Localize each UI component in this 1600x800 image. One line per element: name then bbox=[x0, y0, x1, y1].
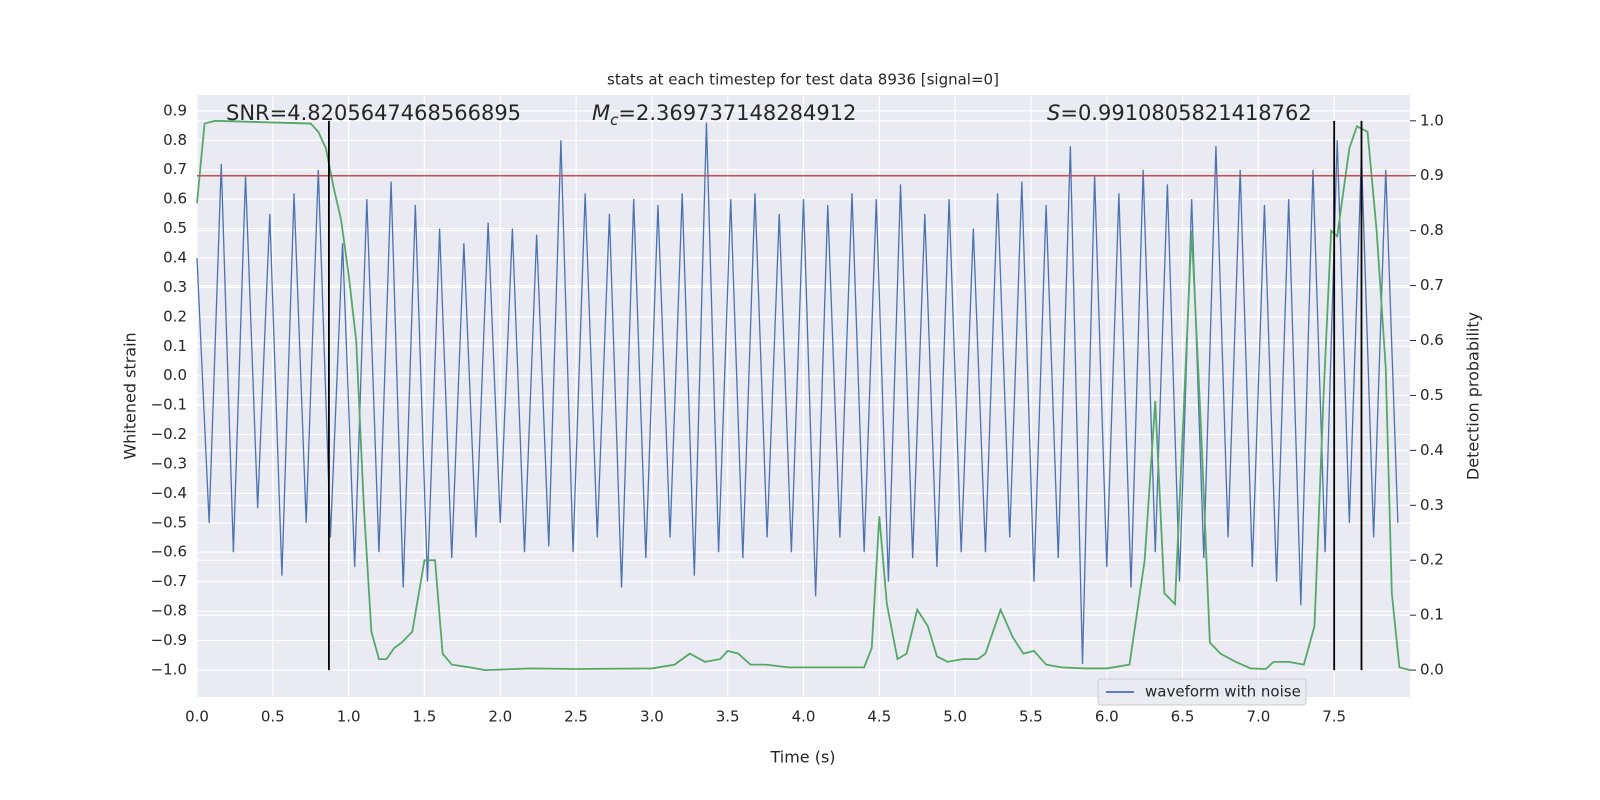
x-tick-label: 4.0 bbox=[792, 708, 816, 726]
y2-tick-label: 0.5 bbox=[1420, 386, 1444, 404]
x-tick-label: 2.0 bbox=[488, 708, 512, 726]
y2-tick-label: 0.4 bbox=[1420, 441, 1444, 459]
y2-tick-label: 0.9 bbox=[1420, 166, 1444, 184]
axes: 0.0 0.5 1.0 1.5 2.0 2.5 3.0 3.5 4.0 4.5 5.0 5.5 6.0 6… bbox=[151, 101, 1444, 726]
y2-tick-label: 0.3 bbox=[1420, 496, 1444, 514]
y-tick-label: 0.3 bbox=[163, 278, 187, 296]
x-tick-label: 7.0 bbox=[1246, 708, 1270, 726]
y2-tick-label: 0.0 bbox=[1420, 661, 1444, 679]
y-tick-label: −0.9 bbox=[151, 631, 187, 649]
y-axis-label: Whitened strain bbox=[121, 332, 140, 459]
y-tick-label: −0.1 bbox=[151, 396, 187, 414]
y-tick-label: −0.7 bbox=[151, 572, 187, 590]
y-tick-label: −0.4 bbox=[151, 484, 187, 502]
annotation-subscript: c bbox=[610, 111, 619, 129]
y2-tick-label: 0.2 bbox=[1420, 551, 1444, 569]
y-tick-label: 0.9 bbox=[163, 101, 187, 119]
y-tick-label: 0.5 bbox=[163, 219, 187, 237]
x-tick-label: 6.0 bbox=[1095, 708, 1119, 726]
x-tick-label: 2.5 bbox=[564, 708, 588, 726]
y-tick-label: −0.6 bbox=[151, 543, 187, 561]
x-tick-label: 3.5 bbox=[716, 708, 740, 726]
y2-tick-label: 1.0 bbox=[1420, 111, 1444, 129]
annotation-text: =2.369737148284912 bbox=[618, 101, 856, 125]
chart-title: stats at each timestep for test data 893… bbox=[607, 71, 999, 89]
annotation-text: =0.9910805821418762 bbox=[1060, 101, 1311, 125]
x-tick-label: 0.0 bbox=[185, 708, 209, 726]
x-tick-label: 4.5 bbox=[867, 708, 891, 726]
annotation: Mc=2.369737148284912 bbox=[592, 101, 856, 129]
x-tick-label: 1.5 bbox=[413, 708, 437, 726]
series-line bbox=[196, 119, 1411, 671]
y2-tick-label: 0.6 bbox=[1420, 331, 1444, 349]
y-tick-label: −0.3 bbox=[151, 454, 187, 472]
annotation: SNR=4.8205647468566895 bbox=[226, 101, 521, 125]
annotation-text: SNR=4.8205647468566895 bbox=[226, 101, 521, 125]
y-tick-label: −0.5 bbox=[151, 513, 187, 531]
annotation-symbol: M bbox=[592, 101, 610, 125]
x-tick-label: 7.5 bbox=[1322, 708, 1346, 726]
x-tick-label: 3.0 bbox=[640, 708, 664, 726]
y-tick-label: 0.1 bbox=[163, 337, 187, 355]
y2-axis-label: Detection probability bbox=[1464, 312, 1483, 480]
x-tick-label: 5.5 bbox=[1019, 708, 1043, 726]
x-tick-label: 6.5 bbox=[1171, 708, 1195, 726]
marks bbox=[196, 119, 1411, 671]
x-tick-label: 0.5 bbox=[261, 708, 285, 726]
y-tick-label: −0.2 bbox=[151, 425, 187, 443]
y-tick-label: −1.0 bbox=[151, 660, 187, 678]
y-tick-label: 0.2 bbox=[163, 307, 187, 325]
y2-tick-label: 0.1 bbox=[1420, 606, 1444, 624]
y-tick-label: 0.6 bbox=[163, 190, 187, 208]
annotation-symbol: S bbox=[1047, 101, 1060, 125]
legend-label: waveform with noise bbox=[1145, 683, 1301, 701]
y-tick-label: −0.8 bbox=[151, 602, 187, 620]
y-tick-label: 0.8 bbox=[163, 131, 187, 149]
annotation: S=0.9910805821418762 bbox=[1047, 101, 1312, 125]
x-axis-label: Time (s) bbox=[769, 748, 835, 767]
y-tick-label: 0.4 bbox=[163, 249, 187, 267]
x-tick-label: 1.0 bbox=[337, 708, 361, 726]
legend-box bbox=[1097, 678, 1307, 706]
x-tick-label: 5.0 bbox=[943, 708, 967, 726]
y2-tick-label: 0.8 bbox=[1420, 221, 1444, 239]
y-tick-label: 0.0 bbox=[163, 366, 187, 384]
series-line bbox=[196, 122, 1399, 665]
y2-tick-label: 0.7 bbox=[1420, 276, 1444, 294]
y-tick-label: 0.7 bbox=[163, 160, 187, 178]
